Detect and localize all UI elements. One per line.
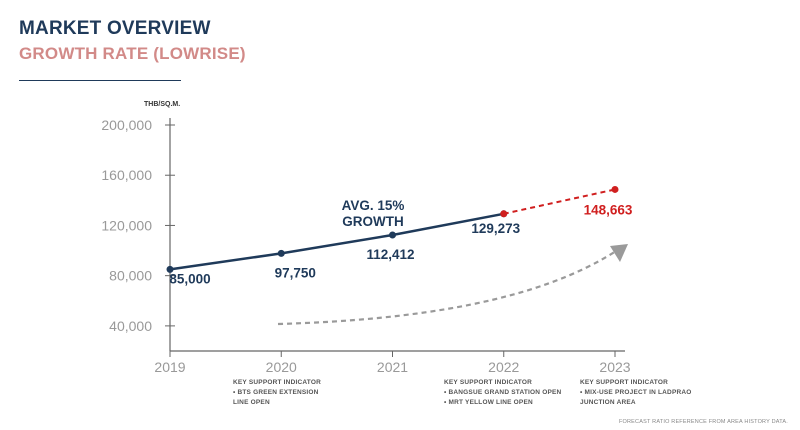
page-subtitle: GROWTH RATE (LOWRISE) (19, 44, 246, 63)
data-label: 129,273 (471, 221, 520, 236)
note-2023: KEY SUPPORT INDICATOR • MIX-USE PROJECT … (580, 378, 692, 408)
growth-annotation: AVG. 15% (342, 198, 405, 213)
note-line: • BTS GREEN EXTENSION (233, 389, 319, 396)
note-line: • MIX-USE PROJECT IN LADPRAO (580, 389, 692, 396)
note-heading: KEY SUPPORT INDICATOR (444, 379, 532, 386)
y-tick-label: 80,000 (109, 268, 152, 284)
data-point (500, 210, 508, 218)
data-label: 85,000 (169, 271, 210, 286)
data-point (389, 231, 396, 239)
note-2022: KEY SUPPORT INDICATOR • BANGSUE GRAND ST… (444, 378, 561, 408)
series-line-1 (503, 188, 616, 215)
note-line: LINE OPEN (233, 399, 270, 406)
x-tick-label: 2019 (154, 359, 185, 375)
y-tick-label: 200,000 (101, 117, 152, 133)
y-tick-label: 120,000 (101, 217, 152, 233)
source-note: FORECAST RATIO REFERENCE FROM AREA HISTO… (618, 419, 788, 425)
title-divider (19, 80, 181, 81)
x-tick-label: 2021 (377, 359, 408, 375)
growth-annotation: GROWTH (342, 214, 404, 229)
data-point (611, 185, 619, 193)
note-line: • BANGSUE GRAND STATION OPEN (444, 389, 562, 396)
x-tick-label: 2022 (488, 359, 519, 375)
y-tick-label: 160,000 (101, 167, 152, 183)
y-axis-label: THB/SQ.M. (144, 101, 180, 108)
x-tick-label: 2020 (266, 359, 297, 375)
data-label: 148,663 (584, 202, 633, 217)
y-tick-label: 40,000 (109, 318, 152, 334)
note-heading: KEY SUPPORT INDICATOR (233, 379, 321, 386)
note-line: • MRT YELLOW LINE OPEN (444, 399, 533, 406)
trend-arrow-head (610, 244, 628, 262)
page-title: MARKET OVERVIEW (19, 18, 211, 39)
series-line-0 (169, 212, 504, 271)
trend-arrow (277, 250, 617, 326)
data-point (277, 249, 285, 257)
x-tick-label: 2023 (599, 359, 630, 375)
data-label: 97,750 (275, 265, 316, 280)
data-label: 112,412 (366, 247, 414, 262)
note-heading: KEY SUPPORT INDICATOR (580, 379, 668, 386)
data-point (166, 265, 174, 273)
note-line: JUNCTION AREA (580, 399, 636, 406)
note-2020: KEY SUPPORT INDICATOR • BTS GREEN EXTENS… (233, 378, 321, 408)
